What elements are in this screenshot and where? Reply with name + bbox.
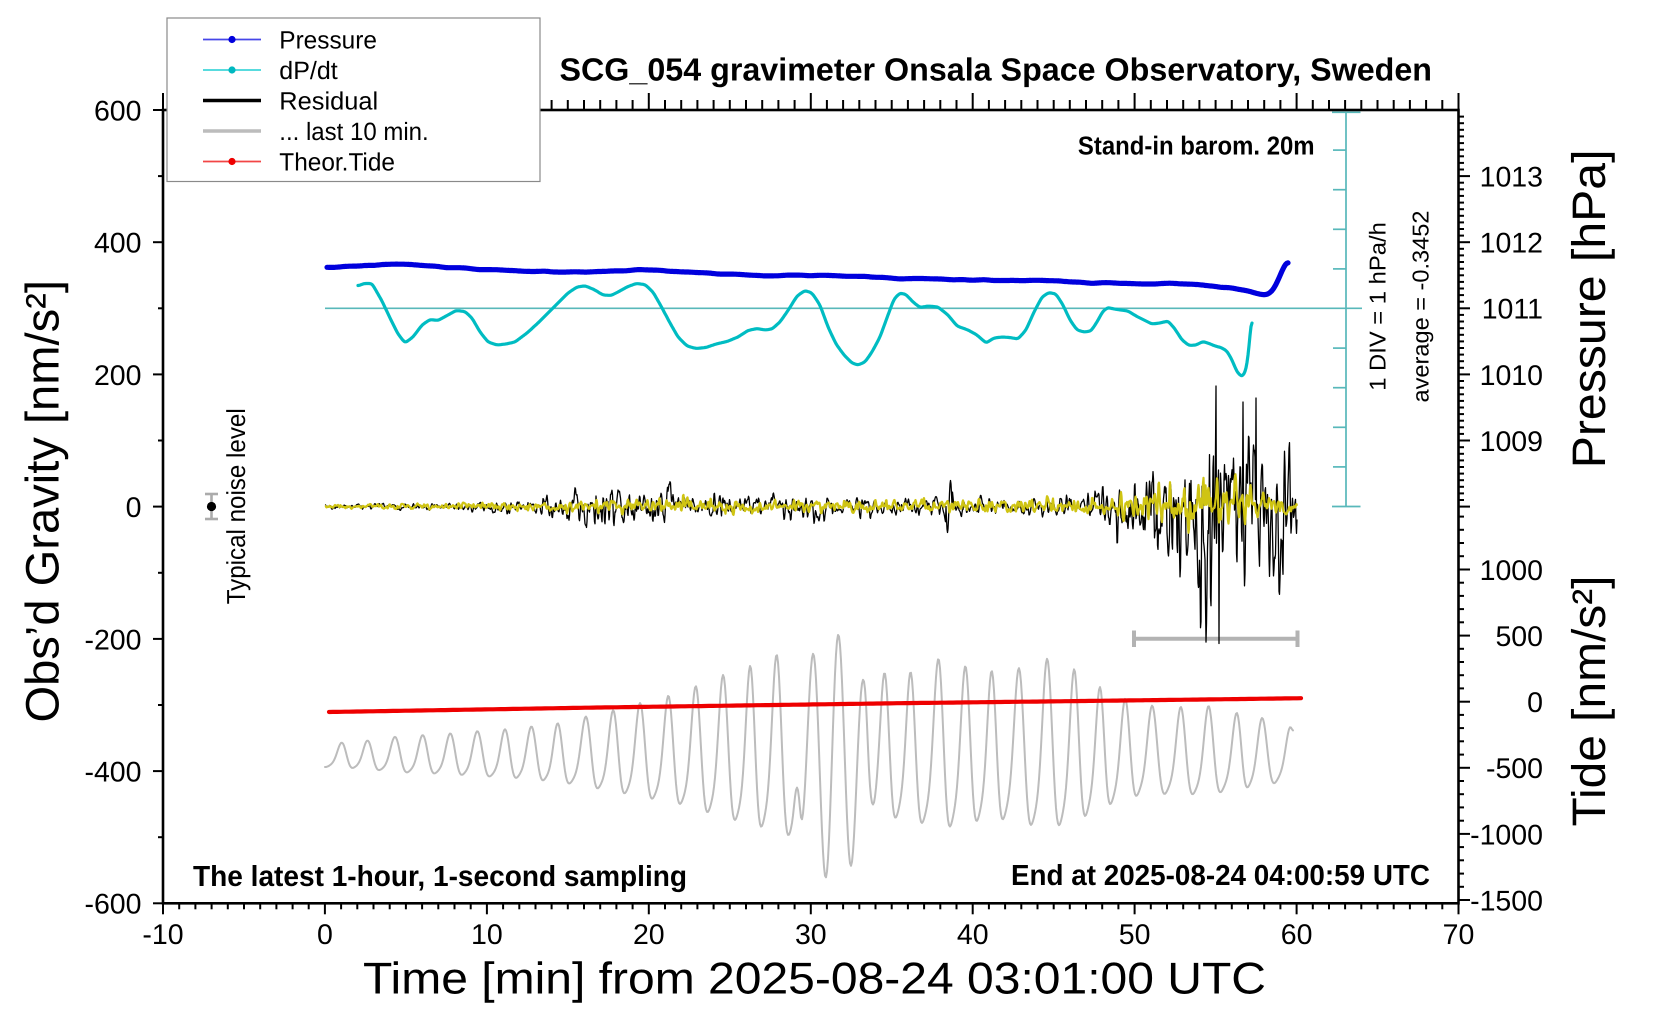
svg-text:-400: -400 bbox=[84, 756, 141, 788]
svg-text:70: 70 bbox=[1443, 919, 1475, 951]
svg-text:200: 200 bbox=[94, 360, 142, 392]
svg-text:1011: 1011 bbox=[1482, 294, 1543, 326]
svg-text:Pressure [hPa]: Pressure [hPa] bbox=[1562, 150, 1615, 469]
svg-text:1013: 1013 bbox=[1480, 162, 1543, 194]
svg-text:Theor.Tide: Theor.Tide bbox=[279, 149, 395, 177]
svg-text:Time [min] from 2025-08-24 03:: Time [min] from 2025-08-24 03:01:00 UTC bbox=[363, 955, 1266, 1004]
svg-text:Obs’d Gravity [nm/s²]: Obs’d Gravity [nm/s²] bbox=[16, 280, 69, 723]
svg-text:1009: 1009 bbox=[1480, 426, 1543, 458]
svg-text:30: 30 bbox=[795, 919, 827, 951]
svg-text:-600: -600 bbox=[84, 889, 141, 921]
svg-text:-1500: -1500 bbox=[1470, 885, 1543, 917]
svg-text:average = -0.3452: average = -0.3452 bbox=[1408, 211, 1434, 403]
svg-text:Stand-in barom. 20m: Stand-in barom. 20m bbox=[1078, 131, 1315, 161]
svg-text:20: 20 bbox=[633, 919, 665, 951]
svg-text:-200: -200 bbox=[84, 624, 141, 656]
svg-text:End at 2025-08-24 04:00:59 UTC: End at 2025-08-24 04:00:59 UTC bbox=[1011, 860, 1430, 892]
svg-text:40: 40 bbox=[957, 919, 989, 951]
svg-text:500: 500 bbox=[1495, 621, 1543, 653]
svg-text:50: 50 bbox=[1119, 919, 1151, 951]
svg-text:Residual: Residual bbox=[279, 88, 378, 116]
svg-text:0: 0 bbox=[126, 492, 142, 524]
svg-text:0: 0 bbox=[1527, 687, 1543, 719]
svg-text:dP/dt: dP/dt bbox=[279, 57, 337, 85]
svg-text:The latest 1-hour, 1-second sa: The latest 1-hour, 1-second sampling bbox=[193, 861, 687, 893]
svg-text:... last 10 min.: ... last 10 min. bbox=[279, 118, 428, 146]
svg-text:Pressure: Pressure bbox=[279, 27, 377, 55]
svg-text:1012: 1012 bbox=[1480, 228, 1543, 260]
svg-text:-500: -500 bbox=[1486, 753, 1543, 785]
svg-text:10: 10 bbox=[471, 919, 503, 951]
svg-text:-1000: -1000 bbox=[1470, 819, 1543, 851]
svg-text:60: 60 bbox=[1281, 919, 1313, 951]
svg-text:SCG_054 gravimeter Onsala Spac: SCG_054 gravimeter Onsala Space Observat… bbox=[560, 52, 1433, 88]
svg-text:600: 600 bbox=[94, 95, 142, 127]
svg-text:1 DIV = 1 hPa/h: 1 DIV = 1 hPa/h bbox=[1365, 222, 1391, 391]
svg-text:-10: -10 bbox=[142, 919, 183, 951]
svg-text:Typical noise level: Typical noise level bbox=[221, 408, 251, 604]
svg-text:Tide [nm/s²]: Tide [nm/s²] bbox=[1562, 576, 1615, 827]
svg-text:400: 400 bbox=[94, 228, 142, 260]
svg-text:1000: 1000 bbox=[1480, 555, 1543, 587]
svg-text:1010: 1010 bbox=[1480, 360, 1543, 392]
svg-text:0: 0 bbox=[317, 919, 333, 951]
